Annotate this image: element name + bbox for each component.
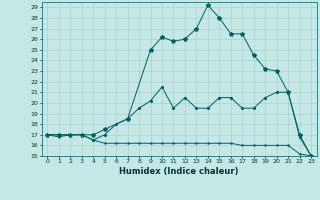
X-axis label: Humidex (Indice chaleur): Humidex (Indice chaleur) — [119, 167, 239, 176]
